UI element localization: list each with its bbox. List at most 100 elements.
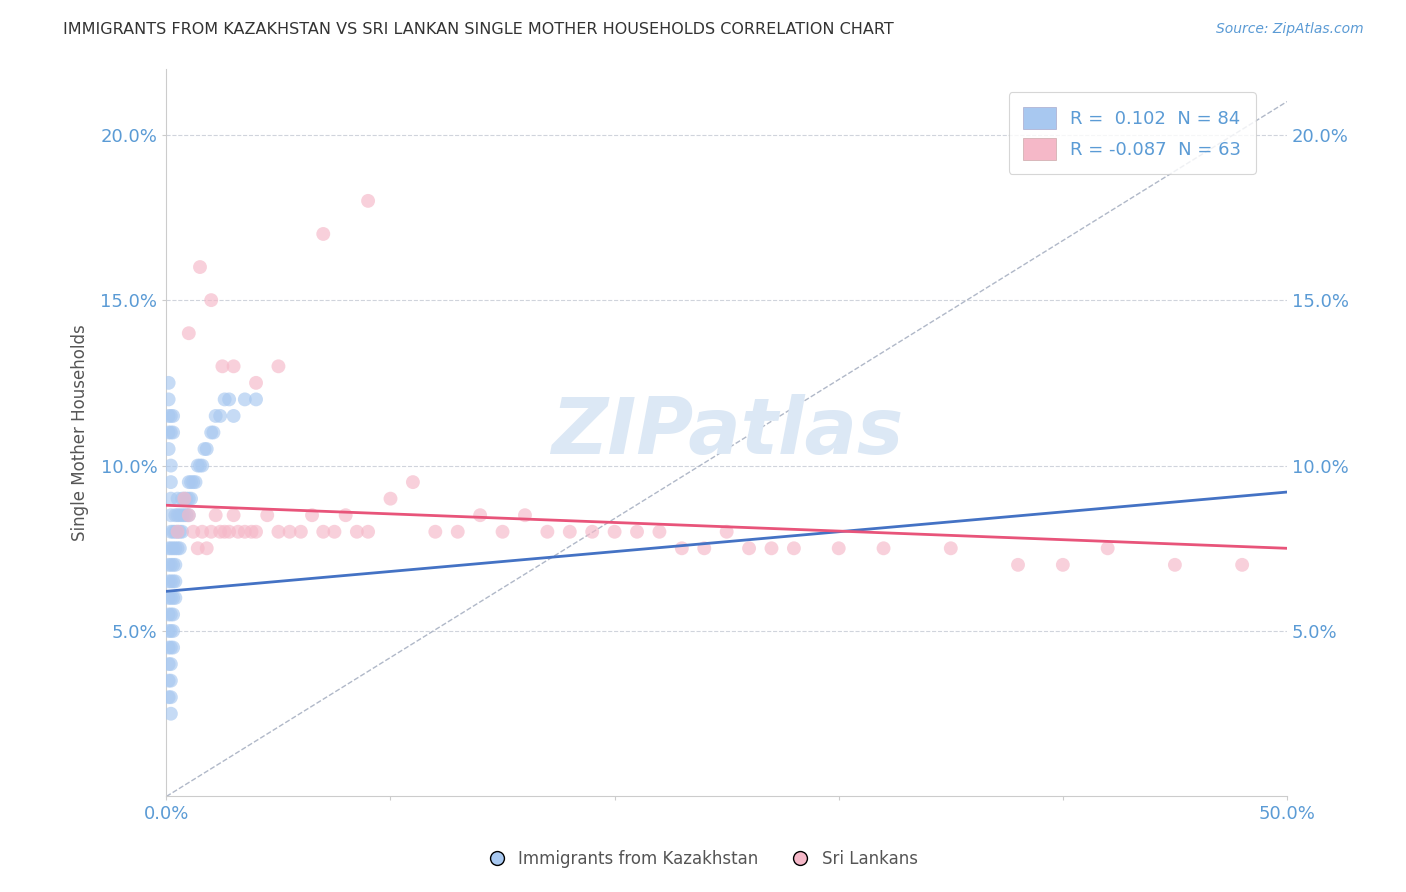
Point <box>939 541 962 556</box>
Point <box>193 442 215 456</box>
Point <box>160 409 183 423</box>
Point <box>513 508 536 523</box>
Point <box>160 458 183 473</box>
Point <box>165 558 187 572</box>
Legend: R =  0.102  N = 84, R = -0.087  N = 63: R = 0.102 N = 84, R = -0.087 N = 63 <box>1008 92 1256 174</box>
Point <box>169 524 191 539</box>
Point <box>160 491 183 506</box>
Point <box>160 508 183 523</box>
Point <box>180 475 202 489</box>
Point <box>191 458 214 473</box>
Point <box>380 491 402 506</box>
Point <box>191 524 214 539</box>
Point <box>173 491 195 506</box>
Point <box>160 558 183 572</box>
Point <box>157 624 180 638</box>
Point <box>218 392 240 407</box>
Point <box>312 524 335 539</box>
Point <box>581 524 603 539</box>
Point <box>290 524 312 539</box>
Point <box>226 524 249 539</box>
Point <box>267 359 290 374</box>
Point <box>209 409 232 423</box>
Point <box>357 194 380 208</box>
Point <box>346 524 368 539</box>
Point <box>157 591 180 605</box>
Point <box>267 524 290 539</box>
Point <box>187 458 209 473</box>
Point <box>160 607 183 622</box>
Point <box>177 491 200 506</box>
Point <box>160 624 183 638</box>
Text: Source: ZipAtlas.com: Source: ZipAtlas.com <box>1216 22 1364 37</box>
Point <box>200 425 222 440</box>
Point <box>160 541 183 556</box>
Point <box>1007 558 1029 572</box>
Point <box>603 524 626 539</box>
Point <box>176 491 198 506</box>
Point <box>872 541 894 556</box>
Point <box>1052 558 1074 572</box>
Point <box>166 508 188 523</box>
Point <box>738 541 761 556</box>
Point <box>402 475 425 489</box>
Point <box>166 524 188 539</box>
Point <box>245 524 267 539</box>
Point <box>177 475 200 489</box>
Point <box>160 706 183 721</box>
Point <box>468 508 491 523</box>
Point <box>166 524 188 539</box>
Point <box>165 508 187 523</box>
Point <box>222 359 245 374</box>
Point <box>648 524 671 539</box>
Point <box>160 673 183 688</box>
Point <box>1097 541 1119 556</box>
Point <box>188 260 211 274</box>
Point <box>157 657 180 672</box>
Y-axis label: Single Mother Households: Single Mother Households <box>72 324 89 541</box>
Point <box>157 690 180 705</box>
Point <box>162 409 184 423</box>
Point <box>218 524 240 539</box>
Point <box>278 524 301 539</box>
Point <box>181 475 204 489</box>
Point <box>162 558 184 572</box>
Point <box>177 326 200 341</box>
Point <box>209 524 232 539</box>
Point <box>491 524 513 539</box>
Point <box>160 574 183 589</box>
Point <box>233 392 256 407</box>
Point <box>157 425 180 440</box>
Point <box>447 524 470 539</box>
Text: ZIPatlas: ZIPatlas <box>551 394 903 470</box>
Point <box>783 541 806 556</box>
Point <box>162 425 184 440</box>
Point <box>195 541 218 556</box>
Text: IMMIGRANTS FROM KAZAKHSTAN VS SRI LANKAN SINGLE MOTHER HOUSEHOLDS CORRELATION CH: IMMIGRANTS FROM KAZAKHSTAN VS SRI LANKAN… <box>63 22 894 37</box>
Point <box>256 508 278 523</box>
Point <box>558 524 581 539</box>
Point <box>188 458 211 473</box>
Point <box>169 541 191 556</box>
Point <box>245 376 267 390</box>
Point <box>204 508 226 523</box>
Point <box>211 359 233 374</box>
Point <box>169 508 191 523</box>
Point <box>162 640 184 655</box>
Point <box>312 227 335 241</box>
Point <box>157 442 180 456</box>
Point <box>200 524 222 539</box>
Point <box>828 541 851 556</box>
Point <box>200 293 222 307</box>
Point <box>162 607 184 622</box>
Point <box>1164 558 1187 572</box>
Point <box>761 541 783 556</box>
Point <box>162 541 184 556</box>
Point <box>160 690 183 705</box>
Point <box>176 508 198 523</box>
Point <box>716 524 738 539</box>
Point <box>157 376 180 390</box>
Point <box>170 491 193 506</box>
Point <box>170 508 193 523</box>
Point <box>162 574 184 589</box>
